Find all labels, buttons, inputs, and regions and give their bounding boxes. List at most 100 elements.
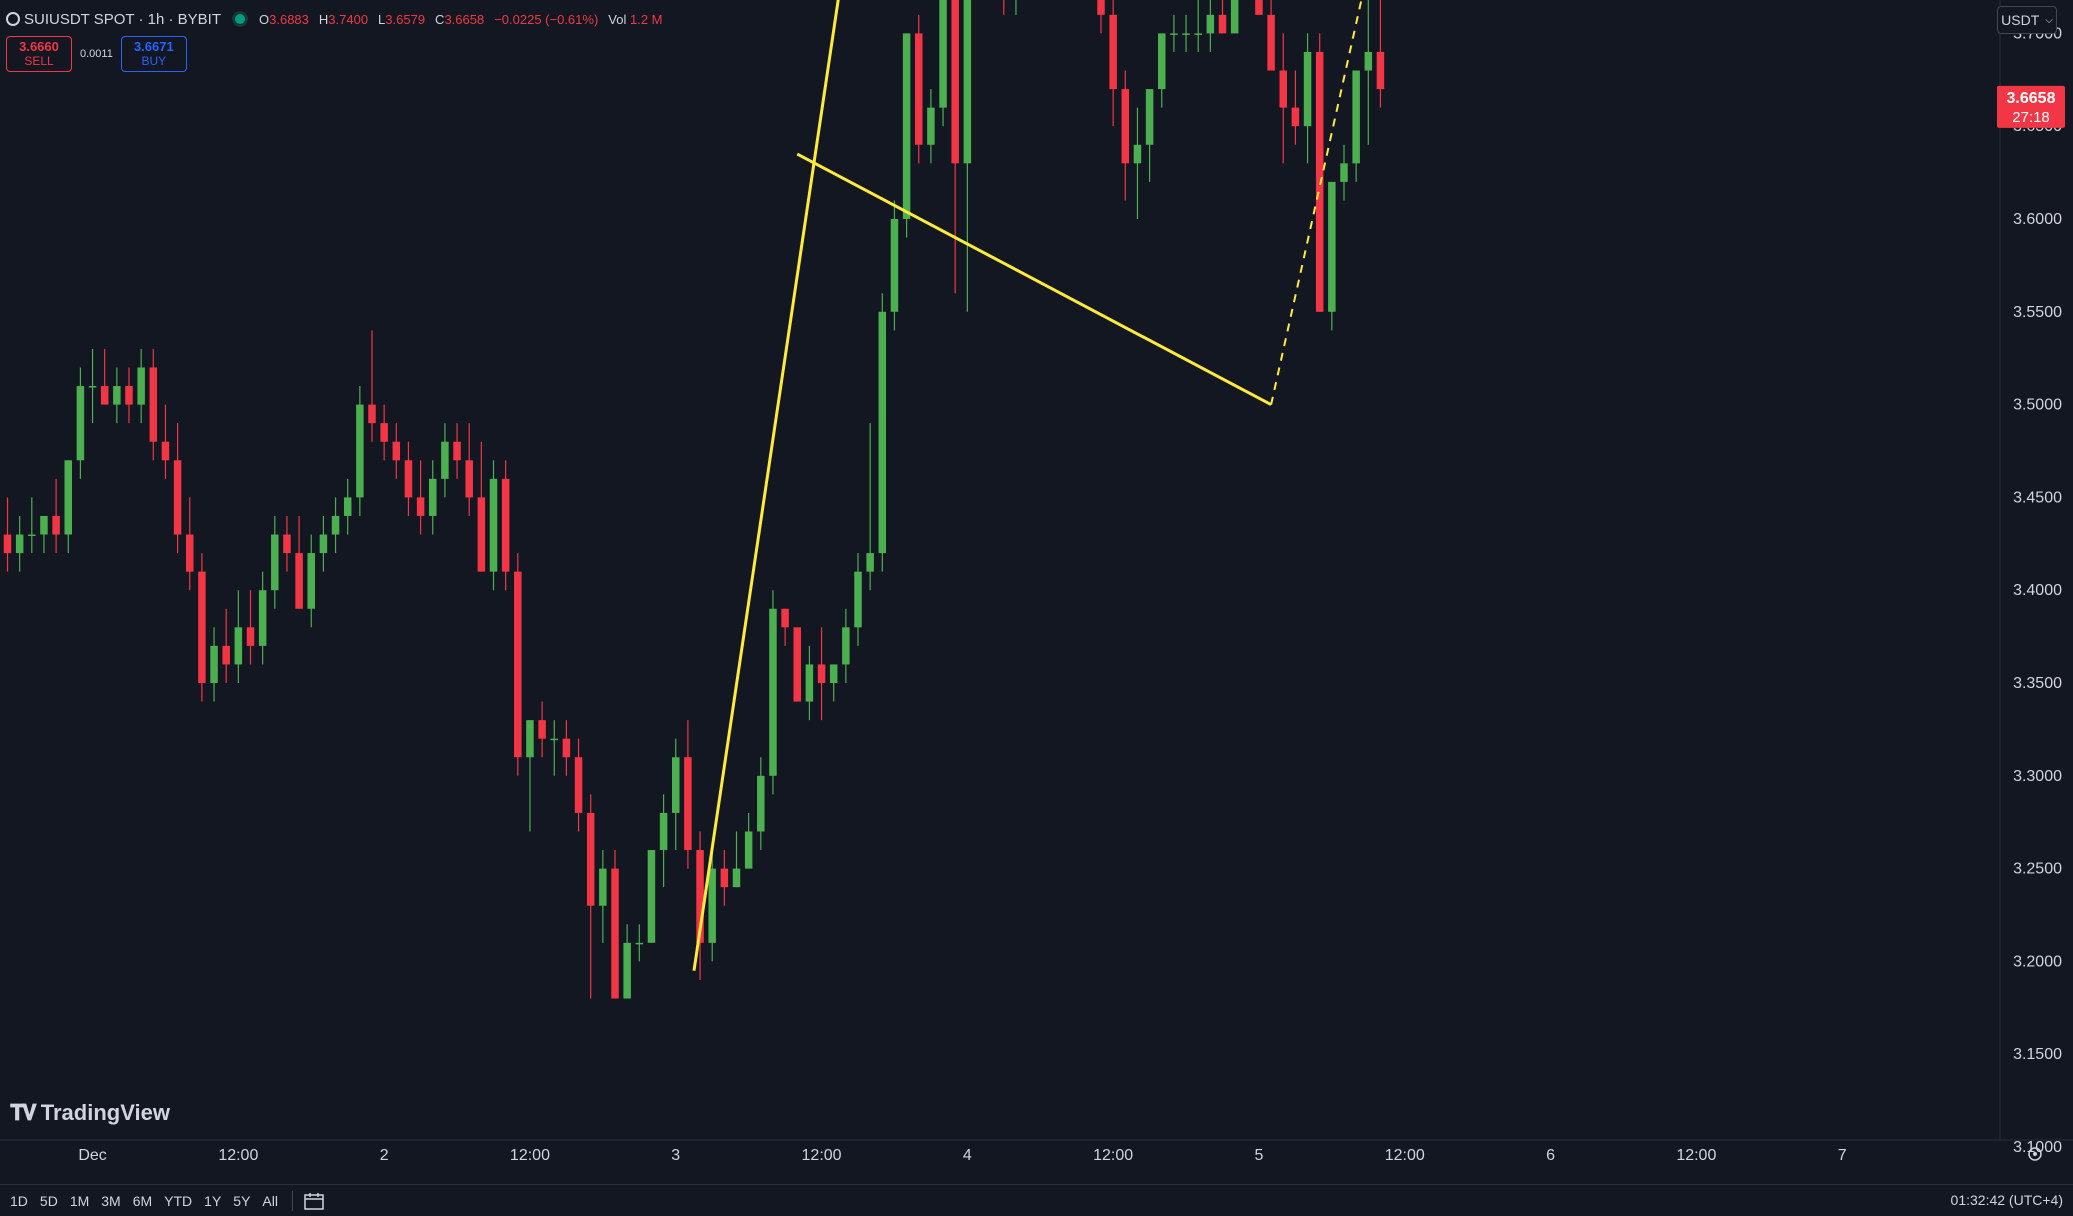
ohlc-label: H [318, 11, 329, 27]
buy-label: BUY [141, 54, 167, 68]
ohlc-values: O3.6883 H3.7400 L3.6579 C3.6658 −0.0225 (−0.… [259, 12, 662, 27]
range-button-1y[interactable]: 1Y [204, 1192, 222, 1209]
market-status-icon[interactable] [235, 14, 245, 24]
y-tick-label: 3.1000 [2013, 1139, 2062, 1156]
candle-body [392, 441, 401, 461]
candle-body [477, 497, 486, 572]
ohlc-value: 3.7400 [328, 11, 369, 27]
candle-body [562, 738, 571, 758]
candle-body [708, 868, 716, 943]
candle-body [1218, 14, 1227, 34]
currency-selector[interactable]: USDT ⌵ [1997, 6, 2057, 34]
candle-body [939, 0, 947, 108]
candle-body [64, 460, 72, 535]
range-button-1m[interactable]: 1M [69, 1192, 90, 1209]
flagpole-line[interactable] [692, 0, 882, 971]
y-tick-label: 3.2000 [2013, 953, 2062, 970]
candle-body [210, 645, 218, 683]
candle-body [866, 553, 874, 572]
candle-body [88, 386, 97, 388]
candle-body [1145, 89, 1154, 145]
candle-body [854, 571, 862, 628]
y-tick-label: 3.5500 [2013, 304, 2062, 321]
candle-body [1267, 14, 1275, 71]
ohlc-item-c: C3.6658 [435, 12, 484, 27]
candle-body [1364, 51, 1373, 71]
candle-body [732, 868, 741, 888]
candle-body [951, 0, 959, 164]
candle-body [1352, 70, 1360, 164]
ohlc-item-o: O3.6883 [259, 12, 309, 27]
x-tick-label: 2 [380, 1147, 389, 1164]
range-button-6m[interactable]: 6M [132, 1192, 153, 1209]
ohlc-item-h: H3.7400 [319, 12, 368, 27]
candle-body [1182, 33, 1190, 35]
candle-body [1109, 14, 1117, 90]
candle-body [514, 571, 522, 758]
candle-body [52, 515, 60, 535]
candle-body [1291, 107, 1300, 127]
x-tick-label: Dec [78, 1147, 106, 1164]
candle-body [125, 386, 133, 405]
chart-settings-icon[interactable] [2025, 1144, 2045, 1164]
range-button-3m[interactable]: 3M [101, 1192, 121, 1209]
sell-price: 3.6660 [19, 39, 59, 54]
range-button-all[interactable]: All [262, 1192, 278, 1209]
candle-body [1230, 0, 1239, 34]
candle-body [3, 534, 12, 554]
candle-body [1255, 0, 1263, 15]
candle-body [550, 738, 558, 741]
candle-body [526, 720, 534, 758]
toolbar-divider [291, 1190, 293, 1211]
candle-body [1133, 144, 1142, 164]
candle-body [453, 441, 461, 461]
trade-panel: 3.6660 SELL 0.0011 3.6671 BUY [6, 36, 187, 72]
y-tick-label: 3.3500 [2013, 675, 2062, 692]
flag-lower-channel-line[interactable] [796, 152, 1272, 406]
bar-countdown-label: 27:18 [2012, 109, 2050, 126]
range-button-ytd[interactable]: YTD [164, 1192, 193, 1209]
exchange-logo-icon [6, 12, 20, 26]
chevron-down-icon: ⌵ [2045, 14, 2053, 26]
candle-body [258, 590, 267, 646]
tradingview-logo[interactable]: 𝐓𝐕 TradingView [10, 1100, 170, 1126]
buy-button[interactable]: 3.6671 BUY [120, 36, 187, 72]
range-button-5d[interactable]: 5D [39, 1192, 58, 1209]
clock-timezone[interactable]: 01:32:42 (UTC+4) [1950, 1192, 2063, 1208]
candle-body [1279, 70, 1287, 108]
projection-line-1[interactable] [1270, 0, 1363, 405]
range-button-5y[interactable]: 5Y [233, 1192, 251, 1209]
candle-body [623, 942, 631, 999]
candle-body [878, 311, 887, 554]
range-button-1d[interactable]: 1D [10, 1192, 28, 1209]
go-to-date-icon[interactable] [303, 1191, 325, 1211]
candle-body [842, 627, 850, 665]
candle-body [720, 868, 729, 888]
candle-body [1315, 51, 1324, 312]
spread-value: 0.0011 [80, 48, 113, 60]
ohlc-label: C [435, 11, 445, 27]
y-tick-label: 3.2500 [2013, 861, 2062, 878]
candle-body [441, 441, 449, 479]
candle-body [781, 608, 789, 628]
candle-body [1328, 181, 1336, 312]
candle-body [416, 497, 425, 516]
candle-body [100, 386, 109, 405]
candle-body [1206, 14, 1215, 34]
candle-body [890, 219, 899, 312]
candle-body [1170, 33, 1178, 35]
candle-body [40, 515, 48, 535]
candle-body [599, 868, 607, 906]
candle-body [404, 460, 413, 498]
candle-body [15, 534, 24, 554]
candle-body [489, 478, 498, 572]
sell-label: SELL [24, 54, 54, 68]
sell-button[interactable]: 3.6660 SELL [6, 36, 72, 72]
time-range-buttons: 1D 5D 1M 3M 6M YTD 1Y 5Y All [6, 1191, 282, 1211]
symbol-title[interactable]: SUIUSDT SPOT · 1h · BYBIT [24, 10, 221, 28]
candle-body [538, 720, 546, 739]
candle-body [1158, 33, 1166, 90]
ohlc-value: 3.6883 [269, 11, 309, 27]
candle-body [793, 627, 801, 702]
